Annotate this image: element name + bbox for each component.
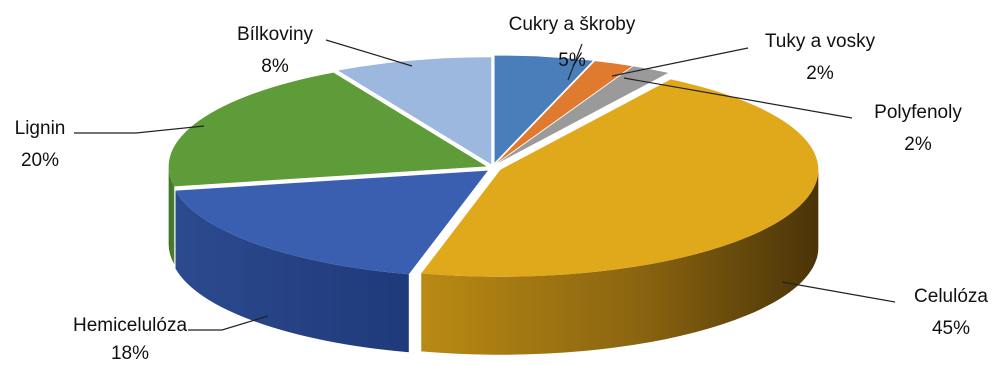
slice-label-group-bilkoviny: Bílkoviny 8% — [237, 24, 314, 77]
leader-line-polyfenoly — [623, 77, 853, 119]
pie-side-hemicelulosa — [175, 190, 409, 353]
slice-label-cukry: Cukry a škroby — [509, 14, 636, 35]
slice-label-celuloza: Celulóza — [914, 286, 988, 307]
pie-slice-polyfenoly — [497, 66, 669, 164]
pie-slice-hemicelulosa — [175, 170, 488, 275]
pie-slice-lignin — [168, 72, 487, 187]
leader-line-bilkoviny — [325, 39, 413, 67]
slice-value-lignin: 20% — [21, 150, 59, 171]
slice-label-group-celuloza: Celulóza 45% — [914, 286, 988, 339]
slice-label-bilkoviny: Bílkoviny — [237, 24, 314, 45]
slice-label-hemicelulosa: Hemicelulóza — [73, 315, 187, 336]
leader-line-celuloza — [781, 281, 896, 303]
leader-line-hemicelulosa — [188, 315, 269, 331]
leader-line-cukry — [567, 43, 583, 81]
pie-side-celuloza — [421, 169, 819, 355]
slice-value-bilkoviny: 8% — [261, 56, 289, 77]
slice-label-group-tuky: Tuky a vosky 2% — [765, 31, 876, 84]
slice-label-lignin: Lignin — [15, 118, 66, 139]
slice-value-cukry: 5% — [558, 50, 586, 71]
slice-label-group-cukry: Cukry a škroby 5% — [509, 14, 636, 71]
leader-line-tuky — [611, 47, 749, 77]
leader-lines — [74, 39, 896, 331]
pie-slice-celuloza — [421, 79, 819, 277]
pie-slice-tuky — [496, 61, 633, 163]
slice-value-polyfenoly: 2% — [904, 134, 932, 155]
slice-label-group-polyfenoly: Polyfenoly 2% — [874, 102, 962, 155]
slice-label-tuky: Tuky a vosky — [765, 31, 876, 52]
pie-tops — [168, 55, 819, 277]
pie-slice-cukry — [494, 55, 593, 163]
leader-line-lignin — [74, 125, 205, 134]
slice-label-polyfenoly: Polyfenoly — [874, 102, 962, 123]
slice-label-group-hemicelulosa: Hemicelulóza 18% — [73, 315, 187, 364]
slice-value-tuky: 2% — [806, 63, 834, 84]
slice-value-hemicelulosa: 18% — [111, 343, 149, 364]
pie-slice-bilkoviny — [338, 57, 492, 165]
pie-side-lignin — [168, 166, 175, 265]
slice-label-group-lignin: Lignin 20% — [15, 118, 66, 171]
pie-sides — [168, 166, 819, 355]
slice-value-celuloza: 45% — [932, 318, 970, 339]
